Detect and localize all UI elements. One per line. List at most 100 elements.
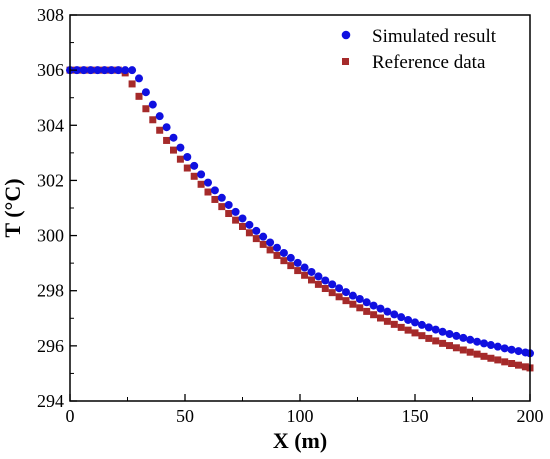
simulated-data-point [424, 323, 433, 332]
reference-data-point [245, 229, 253, 237]
reference-data-point [225, 210, 233, 218]
y-axis-ticks: 294 296 298 300 302 304 306 308 [37, 5, 77, 411]
simulated-data-point [141, 88, 150, 97]
reference-data-point [190, 172, 198, 180]
x-axis-ticks: 0 50 100 150 200 [66, 394, 544, 426]
simulated-data-point [252, 226, 261, 235]
simulated-data-point [493, 342, 502, 351]
reference-data-point [425, 334, 433, 342]
simulated-data-point [390, 310, 399, 319]
simulated-data-point [459, 333, 468, 342]
simulated-data-point [121, 66, 130, 75]
simulated-data-point [293, 258, 302, 267]
reference-data-point [301, 271, 309, 279]
simulated-data-point [169, 133, 178, 142]
simulated-data-point [466, 335, 475, 344]
simulated-data-point [507, 345, 516, 354]
simulated-data-point [107, 66, 116, 75]
reference-data-point [508, 360, 516, 368]
simulated-data-point [286, 253, 295, 262]
reference-data-point [397, 323, 405, 331]
legend-label-simulated: Simulated result [372, 26, 497, 47]
reference-data-point [349, 300, 357, 308]
simulated-data-point [452, 331, 461, 340]
reference-data-point [232, 216, 240, 224]
reference-data-point [211, 195, 219, 203]
simulated-data-point [307, 267, 316, 276]
simulated-data-point [369, 301, 378, 310]
simulated-data-point [197, 170, 206, 179]
legend-marker-reference [342, 58, 349, 65]
simulated-data-point [480, 339, 488, 348]
reference-data-point [446, 342, 453, 350]
reference-data-point [521, 363, 529, 371]
reference-data-point [135, 92, 143, 100]
reference-data-point [142, 105, 150, 113]
x-tick-label: 0 [66, 406, 75, 426]
reference-data-point [515, 361, 522, 369]
reference-data-point [452, 344, 460, 352]
simulated-data-point [404, 315, 413, 324]
simulated-data-point [376, 304, 385, 313]
reference-data-point [487, 354, 495, 362]
simulated-data-point [431, 325, 440, 334]
simulated-data-point [355, 294, 364, 303]
reference-data-point [308, 276, 315, 284]
simulated-data-point [314, 272, 323, 281]
reference-data-point [356, 304, 364, 312]
reference-data-point [128, 80, 136, 88]
reference-data-point [266, 246, 274, 254]
simulated-data-point [135, 74, 143, 83]
y-tick-label: 302 [37, 170, 64, 190]
reference-data-point [314, 280, 322, 288]
reference-data-point [404, 326, 412, 334]
simulated-data-point [438, 327, 447, 336]
simulated-data-point [445, 330, 454, 339]
simulated-data-point [231, 207, 240, 216]
simulated-data-point [204, 178, 212, 187]
reference-data-point [321, 285, 329, 293]
simulated-data-point [148, 100, 157, 109]
y-axis-title: T (°C) [0, 178, 25, 237]
legend-label-reference: Reference data [372, 52, 486, 73]
y-tick-label: 298 [37, 281, 64, 301]
simulated-data-point [273, 243, 281, 252]
reference-data-point [363, 307, 371, 315]
reference-data-point [287, 262, 295, 270]
simulated-data-point [114, 66, 123, 75]
legend-marker-simulated [341, 30, 351, 40]
reference-data-point [176, 155, 184, 163]
reference-data-point [252, 235, 260, 243]
simulated-data-point [417, 320, 426, 329]
reference-data-point [418, 332, 426, 340]
reference-data-point [280, 257, 288, 265]
simulated-data-point [155, 112, 164, 121]
reference-data-point [328, 289, 336, 297]
y-tick-label: 304 [37, 115, 64, 135]
simulated-data-point [335, 284, 344, 293]
simulated-data-point [86, 66, 95, 75]
reference-data-point [377, 314, 384, 322]
reference-data-point [197, 180, 205, 188]
plot-marks [66, 66, 534, 372]
y-tick-label: 306 [37, 60, 64, 80]
reference-data-point [259, 240, 267, 248]
simulated-data-point [500, 344, 509, 353]
reference-data-point [501, 358, 509, 366]
reference-data-point [149, 116, 157, 124]
reference-data-point [473, 350, 481, 358]
reference-data-point [466, 348, 474, 356]
simulated-data-point [79, 66, 88, 75]
legend: Simulated result Reference data [341, 26, 497, 73]
simulated-data-point [342, 288, 350, 297]
reference-data-point [204, 188, 212, 196]
reference-data-point [294, 267, 302, 275]
reference-data-point [156, 126, 164, 134]
reference-data-point [480, 352, 488, 360]
simulated-data-point [100, 66, 109, 75]
x-tick-label: 200 [517, 406, 544, 426]
reference-data-point [432, 337, 440, 345]
x-axis-title: X (m) [273, 428, 327, 453]
simulated-data-point [514, 347, 523, 356]
